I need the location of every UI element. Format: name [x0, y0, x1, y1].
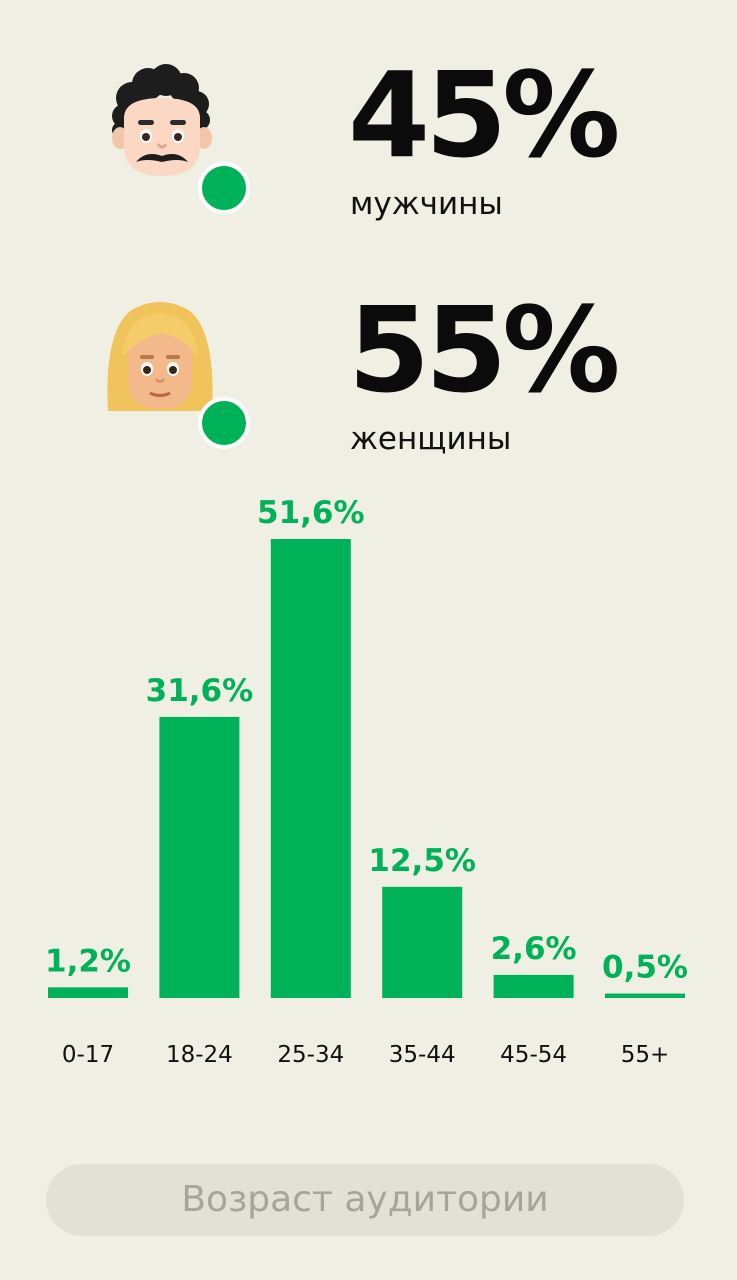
category-label-18-24: 18-24	[166, 1042, 233, 1068]
bar-18-24	[159, 716, 240, 998]
women-avatar	[100, 293, 250, 449]
women-stat: 55% женщины	[0, 285, 737, 485]
women-label: женщины	[350, 421, 512, 457]
woman-emoji-icon	[107, 302, 213, 411]
online-dot-icon	[198, 397, 250, 449]
audience-age-button[interactable]: Возраст аудитории	[46, 1164, 684, 1236]
women-percent: 55%	[348, 281, 620, 419]
category-label-45-54: 45-54	[500, 1042, 567, 1068]
category-label-25-34: 25-34	[277, 1042, 344, 1068]
bar-55+	[605, 993, 685, 998]
bar-0-17	[48, 987, 128, 998]
value-label-18-24: 31,6%	[146, 673, 254, 709]
bar-25-34	[270, 539, 351, 998]
category-label-55+: 55+	[621, 1042, 670, 1068]
man-emoji-icon	[112, 64, 212, 176]
value-label-35-44: 12,5%	[368, 843, 476, 879]
value-label-55+: 0,5%	[602, 950, 688, 986]
men-avatar	[100, 58, 250, 214]
men-label: мужчины	[350, 186, 503, 222]
age-bar-chart: 1,2% 0-17 31,6% 18-24 51,6% 25-34 12,5% 35-44 2,…	[45, 495, 688, 1068]
value-label-45-54: 2,6%	[491, 931, 577, 967]
bar-35-44	[382, 886, 463, 998]
value-label-25-34: 51,6%	[257, 495, 365, 531]
value-label-0-17: 1,2%	[45, 943, 131, 979]
bar-45-54	[493, 974, 574, 998]
online-dot-icon	[198, 162, 250, 214]
men-stat: 45% мужчины	[0, 50, 737, 250]
category-label-35-44: 35-44	[389, 1042, 456, 1068]
men-percent: 45%	[348, 46, 620, 184]
category-label-0-17: 0-17	[62, 1042, 114, 1068]
